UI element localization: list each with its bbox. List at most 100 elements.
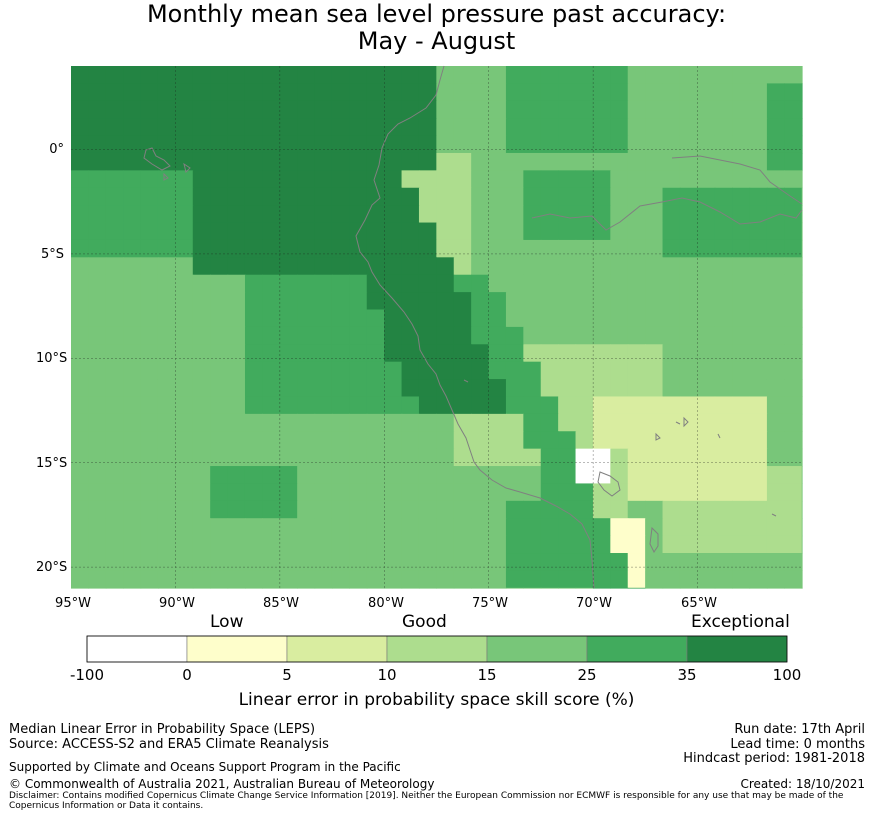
grid-cell — [436, 83, 455, 102]
grid-cell — [401, 239, 420, 258]
grid-cell — [314, 187, 333, 206]
grid-cell — [192, 570, 211, 589]
grid-cell — [297, 135, 316, 154]
grid-cell — [523, 66, 542, 84]
colorbar-label-low: Low — [210, 612, 244, 632]
grid-cell — [262, 274, 281, 293]
grid-cell — [505, 535, 524, 554]
grid-cell — [784, 309, 803, 328]
grid-cell — [540, 431, 559, 450]
grid-cell — [732, 413, 751, 432]
grid-cell — [140, 413, 159, 432]
grid-cell — [766, 170, 785, 189]
grid-cell — [123, 257, 142, 276]
grid-cell — [575, 483, 594, 502]
grid-cell — [558, 361, 577, 380]
grid-cell — [436, 448, 455, 467]
grid-cell — [279, 570, 298, 589]
grid-cell — [401, 257, 420, 276]
grid-cell — [175, 326, 194, 345]
grid-cell — [140, 205, 159, 224]
footer-copyright: © Commonwealth of Australia 2021, Austra… — [9, 777, 435, 791]
grid-cell — [331, 66, 350, 84]
grid-cell — [157, 448, 176, 467]
grid-cell — [749, 500, 768, 519]
grid-cell — [175, 535, 194, 554]
grid-cell — [453, 239, 472, 258]
grid-cell — [140, 66, 159, 84]
grid-cell — [244, 66, 263, 84]
lon-tick-80w: 80°W — [368, 596, 404, 611]
grid-cell — [505, 570, 524, 589]
grid-cell — [227, 500, 246, 519]
grid-cell — [471, 483, 490, 502]
grid-cell — [244, 205, 263, 224]
grid-cell — [471, 83, 490, 102]
grid-cell — [471, 344, 490, 363]
grid-cell — [297, 100, 316, 119]
grid-cell — [210, 448, 229, 467]
grid-cell — [123, 587, 142, 589]
grid-cell — [192, 553, 211, 571]
grid-cell — [575, 413, 594, 432]
grid-cell — [175, 413, 194, 432]
map-title-line2: May - August — [357, 27, 516, 55]
grid-cell — [262, 361, 281, 380]
grid-cell — [610, 535, 629, 554]
grid-cell — [662, 170, 681, 189]
grid-cell — [627, 396, 646, 415]
grid-cell — [627, 553, 646, 571]
grid-cell — [210, 535, 229, 554]
grid-cell — [697, 239, 716, 258]
grid-cell — [418, 309, 437, 328]
grid-cell — [297, 379, 316, 398]
grid-cell — [192, 466, 211, 485]
grid-cell — [679, 518, 698, 537]
grid-cell — [436, 257, 455, 276]
grid-cell — [105, 396, 124, 415]
grid-cell — [227, 205, 246, 224]
grid-cell — [314, 344, 333, 363]
grid-cell — [592, 344, 611, 363]
grid-cell — [471, 570, 490, 589]
grid-cell — [453, 431, 472, 450]
grid-cell — [610, 309, 629, 328]
grid-cell — [297, 187, 316, 206]
lat-tick-10s: 10°S — [36, 351, 68, 366]
grid-cell — [262, 518, 281, 537]
grid-cell — [505, 587, 524, 589]
grid-cell — [279, 205, 298, 224]
grid-cell — [418, 396, 437, 415]
grid-cell — [610, 431, 629, 450]
grid-cell — [766, 326, 785, 345]
grid-cell — [71, 292, 89, 311]
grid-cell — [749, 344, 768, 363]
grid-cell — [157, 396, 176, 415]
grid-cell — [175, 587, 194, 589]
lon-tick-90w: 90°W — [159, 596, 195, 611]
grid-cell — [575, 361, 594, 380]
grid-cell — [627, 466, 646, 485]
grid-cell — [436, 170, 455, 189]
grid-cell — [592, 187, 611, 206]
footer-run-date: Run date: 17th April — [734, 722, 865, 737]
grid-cell — [140, 83, 159, 102]
grid-cell — [749, 309, 768, 328]
grid-cell — [505, 239, 524, 258]
grid-cell — [488, 118, 507, 137]
grid-cell — [784, 100, 803, 119]
grid-cell — [697, 135, 716, 154]
grid-cell — [505, 274, 524, 293]
colorbar-segment — [586, 635, 688, 663]
grid-cell — [784, 118, 803, 137]
grid-cell — [123, 396, 142, 415]
grid-cell — [592, 135, 611, 154]
grid-cell — [418, 292, 437, 311]
grid-cell — [471, 239, 490, 258]
grid-cell — [314, 500, 333, 519]
grid-cell — [262, 135, 281, 154]
grid-cell — [140, 466, 159, 485]
grid-cell — [627, 587, 646, 589]
grid-cell — [784, 239, 803, 258]
grid-cell — [488, 170, 507, 189]
